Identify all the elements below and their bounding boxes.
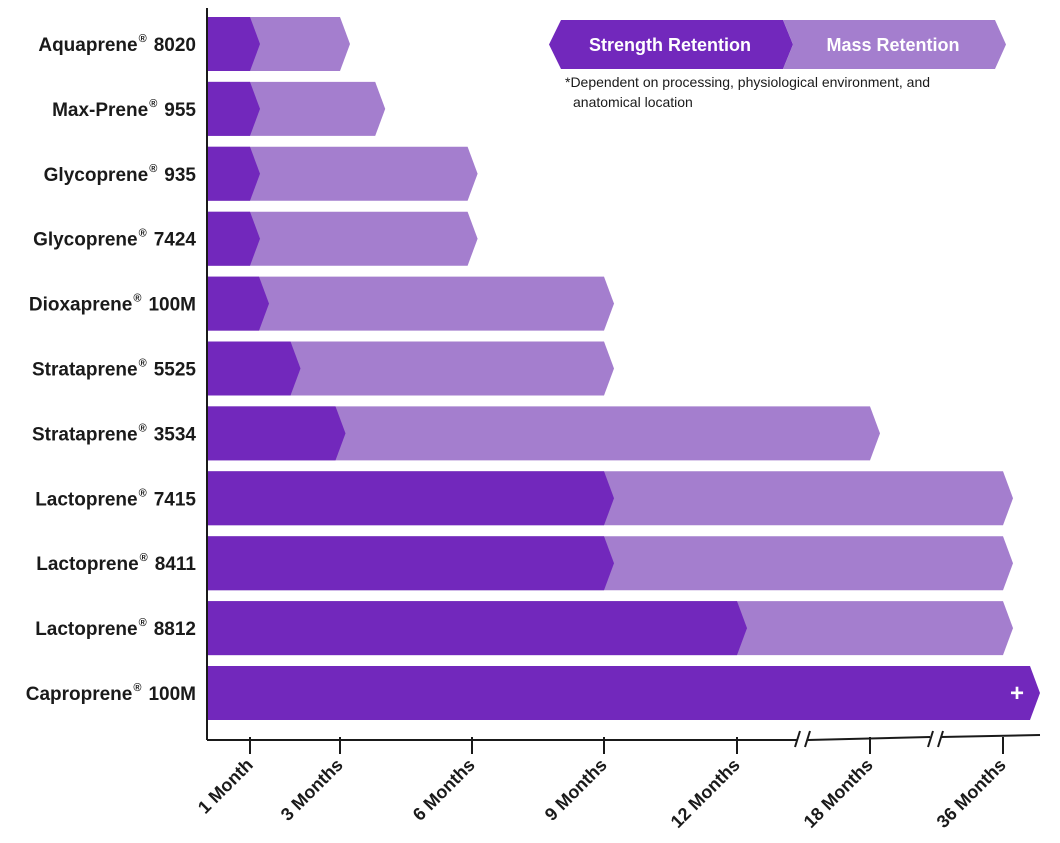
strength-bar bbox=[207, 211, 260, 266]
legend-note-line1: *Dependent on processing, physiological … bbox=[565, 74, 930, 90]
mass-bar bbox=[207, 211, 478, 266]
category-label: Lactoprene® 8411 bbox=[36, 552, 196, 575]
category-label: Strataprene® 5525 bbox=[32, 358, 196, 381]
x-tick-label: 36 Months bbox=[933, 755, 1010, 832]
category-label: Glycoprene® 7424 bbox=[33, 228, 196, 251]
x-ticks: 1 Month 3 Months 6 Months 9 Months 12 Months… bbox=[194, 737, 1010, 832]
beyond-axis-marker: + bbox=[1010, 680, 1024, 707]
axis-break-mark bbox=[794, 730, 801, 748]
mass-bar bbox=[207, 146, 478, 201]
mass-bar bbox=[207, 276, 614, 331]
category-label: Lactoprene® 8812 bbox=[35, 617, 196, 640]
strength-bar bbox=[207, 81, 260, 136]
strength-bar bbox=[207, 536, 614, 591]
x-axis-segment bbox=[940, 734, 1041, 738]
legend-strength-swatch bbox=[549, 20, 793, 69]
category-label: Strataprene® 3534 bbox=[32, 422, 196, 445]
x-tick-label: 3 Months bbox=[277, 755, 347, 825]
category-label: Caproprene® 100M bbox=[26, 682, 196, 705]
strength-bar bbox=[207, 406, 346, 461]
x-tick-label: 6 Months bbox=[409, 755, 479, 825]
category-label: Lactoprene® 7415 bbox=[35, 487, 196, 510]
x-tick-label: 12 Months bbox=[667, 755, 744, 832]
axis-break-mark bbox=[804, 730, 811, 748]
strength-bar bbox=[207, 601, 747, 656]
axis-break-mark bbox=[927, 730, 934, 748]
strength-bar bbox=[207, 666, 1040, 720]
category-label: Max-Prene® 955 bbox=[52, 98, 196, 121]
legend-note-line2: anatomical location bbox=[573, 94, 693, 110]
x-tick-label: 18 Months bbox=[800, 755, 877, 832]
strength-bar bbox=[207, 146, 260, 201]
bars-group: + bbox=[207, 17, 1040, 720]
legend-strength-label: Strength Retention bbox=[589, 35, 751, 55]
strength-bar bbox=[207, 341, 301, 396]
category-label: Glycoprene® 935 bbox=[44, 163, 197, 186]
x-tick-label: 1 Month bbox=[194, 755, 257, 818]
mass-bar bbox=[207, 406, 880, 461]
category-labels: Aquaprene® 8020 Max-Prene® 955 Glycoprene® 93… bbox=[26, 33, 197, 705]
axes bbox=[206, 8, 1041, 748]
strength-bar bbox=[207, 471, 614, 526]
x-tick-label: 9 Months bbox=[541, 755, 611, 825]
category-label: Aquaprene® 8020 bbox=[38, 33, 196, 56]
legend-mass-label: Mass Retention bbox=[826, 35, 959, 55]
strength-bar bbox=[207, 17, 260, 71]
strength-bar bbox=[207, 276, 269, 331]
legend: Strength Retention Mass Retention *Depen… bbox=[549, 20, 1006, 110]
mass-bar bbox=[207, 341, 614, 396]
legend-mass-swatch bbox=[783, 20, 1006, 69]
axis-break-mark bbox=[937, 730, 944, 748]
category-label: Dioxaprene® 100M bbox=[29, 293, 196, 316]
